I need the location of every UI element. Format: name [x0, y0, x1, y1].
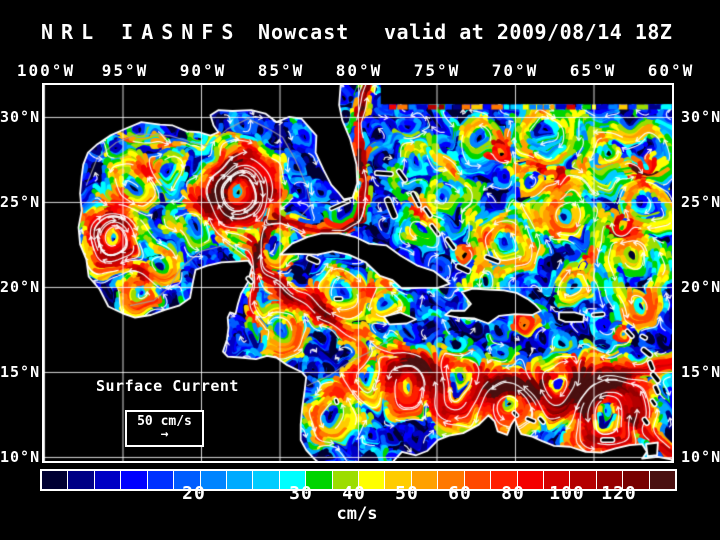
colorbar-segment: [147, 471, 174, 489]
top-axis-tick: 95°W: [101, 61, 149, 80]
colorbar-segment: [226, 471, 253, 489]
top-axis-tick: 70°W: [491, 61, 539, 80]
colorbar-segment: [94, 471, 121, 489]
colorbar-tick: 40: [342, 483, 366, 504]
scale-key-arrow-icon: →: [160, 427, 169, 442]
colorbar-segment: [200, 471, 226, 489]
top-axis-tick: 85°W: [257, 61, 305, 80]
colorbar-segment: [544, 471, 570, 489]
top-axis-tick: 75°W: [413, 61, 461, 80]
colorbar-segment: [121, 471, 147, 489]
colorbar-segment: [68, 471, 94, 489]
left-axis-tick: 10°N: [0, 448, 41, 466]
top-axis-tick: 90°W: [179, 61, 227, 80]
right-axis-tick: 20°N: [681, 278, 720, 296]
colorbar-tick: 60: [448, 483, 472, 504]
colorbar-tick: 50: [395, 483, 419, 504]
left-axis-tick: 30°N: [0, 108, 41, 126]
valid-time: valid at 2009/08/14 18Z: [384, 20, 673, 44]
right-axis-tick: 15°N: [681, 363, 720, 381]
right-axis-tick: 25°N: [681, 193, 720, 211]
left-axis-tick: 15°N: [0, 363, 41, 381]
top-axis-tick: 65°W: [569, 61, 617, 80]
left-axis-tick: 20°N: [0, 278, 41, 296]
right-axis-tick: 30°N: [681, 108, 720, 126]
colorbar-tick: 80: [501, 483, 525, 504]
right-axis-tick: 10°N: [681, 448, 720, 466]
colorbar-segment: [332, 471, 359, 489]
colorbar-segment: [649, 471, 676, 489]
colorbar-unit: cm/s: [336, 504, 378, 524]
colorbar-segment: [306, 471, 332, 489]
velocity-scale-key: 50 cm/s →: [125, 410, 204, 447]
colorbar-segment: [438, 471, 464, 489]
speed-colorbar: [40, 469, 677, 491]
colorbar-segment: [279, 471, 306, 489]
colorbar-tick: 120: [601, 483, 637, 504]
product-type: Nowcast: [258, 20, 350, 44]
map-frame: [42, 83, 674, 463]
colorbar-tick: 20: [182, 483, 206, 504]
colorbar-segment: [517, 471, 544, 489]
colorbar-tick: 30: [289, 483, 313, 504]
colorbar-segment: [253, 471, 279, 489]
colorbar-segment: [359, 471, 385, 489]
left-axis-tick: 25°N: [0, 193, 41, 211]
top-axis-tick: 60°W: [647, 61, 695, 80]
colorbar-segment: [464, 471, 491, 489]
top-axis-tick: 80°W: [335, 61, 383, 80]
colorbar-segment: [385, 471, 411, 489]
colorbar-tick: 100: [549, 483, 585, 504]
colorbar-segment: [174, 471, 200, 489]
colorbar-segment: [596, 471, 623, 489]
colorbar-segment: [623, 471, 649, 489]
colorbar-segment: [570, 471, 596, 489]
colorbar-segment: [411, 471, 438, 489]
scale-key-label: 50 cm/s: [137, 414, 192, 429]
surface-current-map: [44, 85, 672, 461]
colorbar-segment: [42, 471, 68, 489]
colorbar-segment: [491, 471, 517, 489]
map-annotation: Surface Current: [96, 377, 239, 395]
top-axis-tick: 100°W: [16, 61, 76, 80]
model-name: NRL IASNFS: [41, 20, 242, 44]
